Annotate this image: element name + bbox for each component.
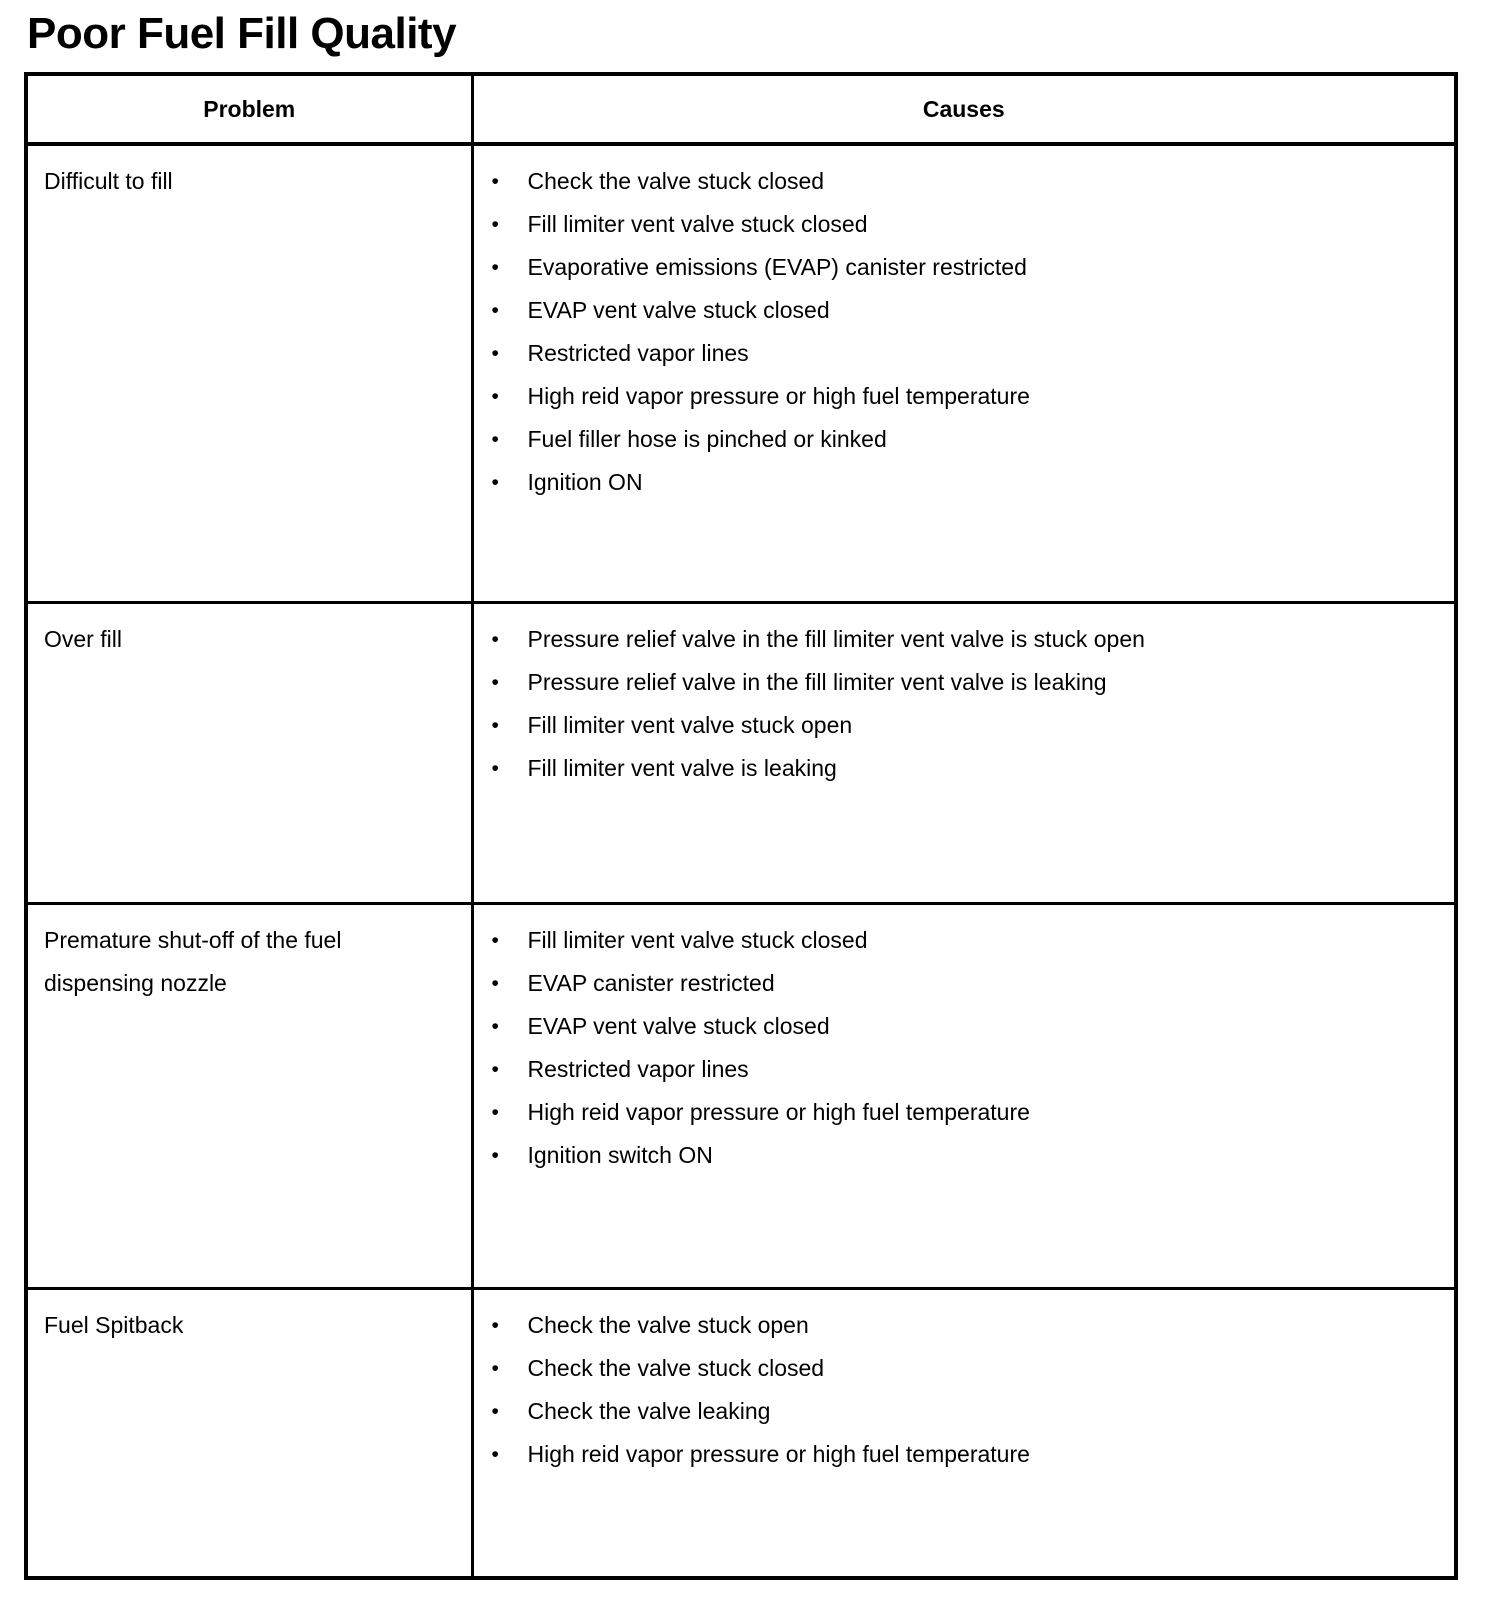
cause-text: Restricted vapor lines [527,340,749,366]
problem-cell: Difficult to fill [24,142,474,604]
causes-list: • Fill limiter vent valve stuck closed • E… [474,905,1455,1177]
cause-text: EVAP vent valve stuck closed [527,1012,830,1039]
cause-text: High reid vapor pressure or high fuel te… [527,1440,1030,1467]
cause-item: • Ignition ON [474,461,1445,504]
cause-text: Check the valve stuck closed [527,1354,825,1381]
causes-cell: • Pressure relief valve in the fill limit… [470,600,1458,905]
table-row: Fuel Spitback • Check the valve stuck ope… [24,1286,1458,1580]
cause-text: EVAP canister restricted [527,969,775,996]
cause-item: • EVAP vent valve stuck closed [474,289,1445,332]
cause-text: Check the valve stuck closed [527,168,825,194]
cause-item: • Fill limiter vent valve stuck open [474,704,1445,747]
causes-list: • Check the valve stuck closed • Fill limi… [474,146,1455,504]
bullet-icon: • [491,428,499,451]
bullet-icon: • [491,1313,499,1337]
bullet-icon: • [491,1014,499,1038]
page-title: Poor Fuel Fill Quality [27,9,457,58]
cause-item: • Evaporative emissions (EVAP) canister r… [474,246,1445,289]
cause-item: • EVAP vent valve stuck closed [474,1005,1445,1048]
cause-item: • EVAP canister restricted [474,962,1445,1005]
causes-cell: • Fill limiter vent valve stuck closed • E… [470,901,1458,1290]
cause-text: Pressure relief valve in the fill limite… [527,625,1145,652]
table-header-row: Problem Causes [24,72,1458,146]
cause-text: Evaporative emissions (EVAP) canister re… [527,254,1027,280]
bullet-icon: • [491,1057,499,1081]
fault-diagnosis-table: Problem Causes Difficult to fill • Check … [24,72,1458,1580]
cause-text: Fill limiter vent valve stuck open [527,711,853,738]
cause-text: Fill limiter vent valve stuck closed [527,926,868,953]
table-row: Over fill • Pressure relief valve in the … [24,600,1458,905]
bullet-icon: • [491,1442,499,1466]
bullet-icon: • [491,713,499,737]
cause-item: • Ignition switch ON [474,1134,1445,1177]
cause-text: Ignition switch ON [527,1141,713,1168]
bullet-icon: • [491,1100,499,1124]
cause-item: • Check the valve stuck open [474,1304,1445,1347]
cause-text: Check the valve leaking [527,1397,771,1424]
bullet-icon: • [491,1399,499,1423]
cause-text: High reid vapor pressure or high fuel te… [527,383,1030,409]
bullet-icon: • [491,1143,499,1167]
causes-list: • Check the valve stuck open • Check the v… [474,1290,1455,1476]
bullet-icon: • [491,971,499,995]
bullet-icon: • [491,342,499,365]
causes-cell: • Check the valve stuck open • Check the v… [470,1286,1458,1580]
problem-cell: Over fill [24,600,474,905]
cause-item: • High reid vapor pressure or high fuel t… [474,1091,1445,1134]
cause-item: • High reid vapor pressure or high fuel t… [474,375,1445,418]
problem-cell: Premature shut-off of the fuel dispensin… [24,901,474,1290]
cause-text: EVAP vent valve stuck closed [527,297,830,323]
bullet-icon: • [491,627,499,651]
cause-text: Pressure relief valve in the fill limite… [527,668,1107,695]
cause-item: • High reid vapor pressure or high fuel t… [474,1433,1445,1476]
cause-text: Fill limiter vent valve stuck closed [527,211,868,237]
cause-item: • Fill limiter vent valve is leaking [474,747,1445,790]
cause-text: Check the valve stuck open [527,1311,809,1338]
column-header-problem: Problem [24,72,474,146]
cause-item: • Fill limiter vent valve stuck closed [474,919,1445,962]
bullet-icon: • [491,256,499,279]
table-row: Premature shut-off of the fuel dispensin… [24,901,1458,1290]
bullet-icon: • [491,385,499,408]
cause-item: • Check the valve leaking [474,1390,1445,1433]
cause-text: High reid vapor pressure or high fuel te… [527,1098,1030,1125]
cause-item: • Pressure relief valve in the fill limit… [474,618,1445,661]
cause-item: • Fuel filler hose is pinched or kinked [474,418,1445,461]
column-header-causes: Causes [470,72,1458,146]
cause-item: • Check the valve stuck closed [474,1347,1445,1390]
cause-item: • Check the valve stuck closed [474,160,1445,203]
cause-text: Ignition ON [527,469,643,495]
bullet-icon: • [491,1356,499,1380]
bullet-icon: • [491,928,499,952]
cause-text: Fuel filler hose is pinched or kinked [527,426,887,452]
bullet-icon: • [491,213,499,236]
bullet-icon: • [491,471,499,494]
cause-item: • Fill limiter vent valve stuck closed [474,203,1445,246]
bullet-icon: • [491,299,499,322]
problem-cell: Fuel Spitback [24,1286,474,1580]
cause-text: Fill limiter vent valve is leaking [527,754,837,781]
cause-item: • Restricted vapor lines [474,332,1445,375]
bullet-icon: • [491,170,499,193]
bullet-icon: • [491,670,499,694]
cause-item: • Restricted vapor lines [474,1048,1445,1091]
causes-list: • Pressure relief valve in the fill limit… [474,604,1455,790]
bullet-icon: • [491,756,499,780]
cause-item: • Pressure relief valve in the fill limit… [474,661,1445,704]
causes-cell: • Check the valve stuck closed • Fill limi… [470,142,1458,604]
cause-text: Restricted vapor lines [527,1055,749,1082]
table-row: Difficult to fill • Check the valve stuck… [24,142,1458,604]
